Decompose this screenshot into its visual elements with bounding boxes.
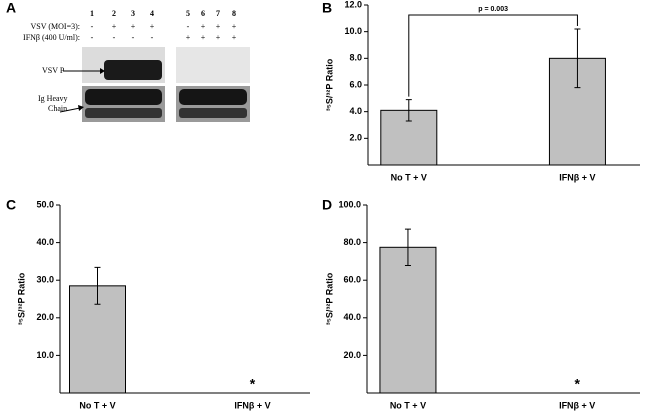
annotation: p = 0.003 [478, 6, 508, 13]
y-axis-label: ³⁵S/³²P Ratio [324, 272, 334, 325]
annotation: * [574, 376, 580, 392]
panel-label: D [322, 197, 332, 213]
row-sign: + [216, 33, 221, 42]
row-sign: - [132, 33, 135, 42]
lane-number: 6 [201, 9, 205, 18]
band-label: VSV P [42, 66, 65, 75]
row-sign: - [187, 22, 190, 31]
lane-number: 8 [232, 9, 236, 18]
row-label: IFNβ (400 U/ml): [23, 33, 80, 42]
row-sign: + [216, 22, 221, 31]
lane-number: 1 [90, 9, 94, 18]
row-sign: - [151, 33, 154, 42]
y-axis-label: ³⁵S/³²P Ratio [324, 58, 334, 111]
x-tick-label: No T + V [390, 400, 426, 410]
lane-number: 2 [112, 9, 116, 18]
y-tick-label: 50.0 [36, 199, 54, 209]
row-sign: + [232, 22, 237, 31]
x-tick-label: No T + V [79, 400, 115, 410]
lane-number: 7 [216, 9, 220, 18]
x-tick-label: No T + V [391, 172, 427, 182]
y-tick-label: 10.0 [344, 26, 362, 36]
error-bar [404, 228, 411, 267]
gel-image [59, 47, 250, 122]
row-sign: + [150, 22, 155, 31]
y-tick-label: 2.0 [349, 133, 362, 143]
lane-number: 5 [186, 9, 190, 18]
row-sign: + [232, 33, 237, 42]
y-tick-label: 20.0 [36, 312, 54, 322]
error-bar [94, 266, 101, 305]
y-tick-label: 12.0 [344, 0, 362, 9]
y-axis-label: ³⁵S/³²P Ratio [16, 272, 26, 325]
row-sign: + [201, 33, 206, 42]
y-tick-label: 40.0 [36, 237, 54, 247]
row-sign: - [113, 33, 116, 42]
x-tick-label: IFNβ + V [234, 400, 270, 410]
x-tick-label: IFNβ + V [559, 172, 595, 182]
panel-label: C [6, 197, 16, 213]
row-sign: + [186, 33, 191, 42]
y-tick-label: 60.0 [343, 275, 361, 285]
error-bar [405, 99, 412, 122]
y-tick-label: 10.0 [36, 350, 54, 360]
row-sign: + [112, 22, 117, 31]
panel-label: A [6, 0, 16, 16]
y-tick-label: 8.0 [349, 53, 362, 63]
bar [379, 246, 437, 394]
lane-number: 4 [150, 9, 154, 18]
y-tick-label: 30.0 [36, 275, 54, 285]
row-sign: - [91, 33, 94, 42]
y-tick-label: 40.0 [343, 312, 361, 322]
error-bar [574, 28, 581, 89]
y-tick-label: 80.0 [343, 237, 361, 247]
significance-bracket [408, 14, 578, 97]
lane-number: 3 [131, 9, 135, 18]
y-tick-label: 20.0 [343, 350, 361, 360]
band-label: Ig Heavy Chain [38, 94, 68, 113]
annotation: * [250, 376, 256, 392]
y-tick-label: 6.0 [349, 79, 362, 89]
x-tick-label: IFNβ + V [559, 400, 595, 410]
row-sign: + [131, 22, 136, 31]
panel-label: B [322, 0, 332, 16]
y-tick-label: 4.0 [349, 106, 362, 116]
row-sign: - [91, 22, 94, 31]
row-sign: + [201, 22, 206, 31]
row-label: VSV (MOI=3): [31, 22, 80, 31]
y-tick-label: 100.0 [338, 199, 361, 209]
